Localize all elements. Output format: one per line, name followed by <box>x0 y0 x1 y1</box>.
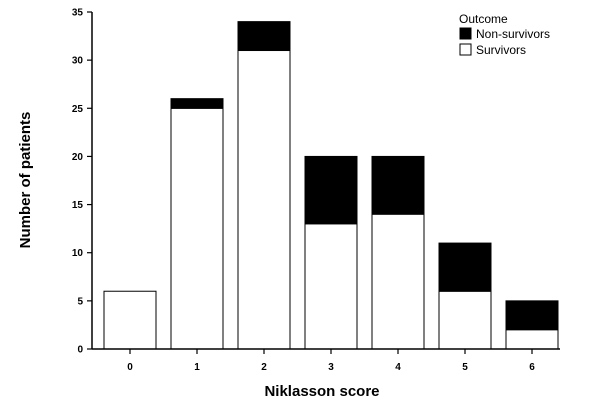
legend-swatch-survivors <box>459 43 472 56</box>
x-tick-label: 3 <box>328 362 334 373</box>
legend-label-non-survivors: Non-survivors <box>476 27 550 41</box>
y-tick-label: 30 <box>72 56 84 67</box>
bar-non-survivors-1 <box>170 98 224 109</box>
y-tick-label: 0 <box>77 345 83 356</box>
bar-non-survivors-6 <box>505 300 559 331</box>
legend-label-survivors: Survivors <box>476 43 526 57</box>
y-ticks: 0 5 10 15 20 25 30 35 <box>72 8 92 356</box>
bar-non-survivors-5 <box>438 242 492 292</box>
y-tick-label: 15 <box>72 200 84 211</box>
bar-survivors-6 <box>505 329 559 350</box>
x-axis-title: Niklasson score <box>264 383 379 400</box>
legend-title: Outcome <box>459 12 508 26</box>
bar-survivors-2 <box>237 50 291 350</box>
y-axis-title: Number of patients <box>17 112 34 249</box>
x-tick-label: 4 <box>395 362 401 373</box>
y-tick-label: 5 <box>77 296 83 307</box>
y-tick-label: 35 <box>72 8 84 19</box>
x-tick-label: 0 <box>127 362 133 373</box>
legend: Outcome Non-survivors Survivors <box>459 12 550 57</box>
y-tick-label: 10 <box>72 248 84 259</box>
bar-survivors-4 <box>371 213 425 350</box>
y-tick-label: 20 <box>72 152 84 163</box>
bar-non-survivors-2 <box>237 21 291 52</box>
x-tick-label: 5 <box>462 362 468 373</box>
bar-non-survivors-4 <box>371 155 425 215</box>
bar-non-survivors-3 <box>304 155 358 225</box>
bar-survivors-3 <box>304 223 358 350</box>
x-tick-label: 1 <box>194 362 200 373</box>
x-tick-label: 6 <box>529 362 535 373</box>
x-tick-label: 2 <box>261 362 267 373</box>
legend-swatch-non-survivors <box>459 27 472 40</box>
bar-survivors-1 <box>170 107 224 350</box>
axes-layer <box>91 12 560 350</box>
y-tick-label: 25 <box>72 104 84 115</box>
bar-survivors-0 <box>103 290 157 350</box>
x-ticks: 0 1 2 3 4 5 6 <box>127 349 535 373</box>
bars-layer <box>103 21 559 350</box>
bar-survivors-5 <box>438 290 492 350</box>
